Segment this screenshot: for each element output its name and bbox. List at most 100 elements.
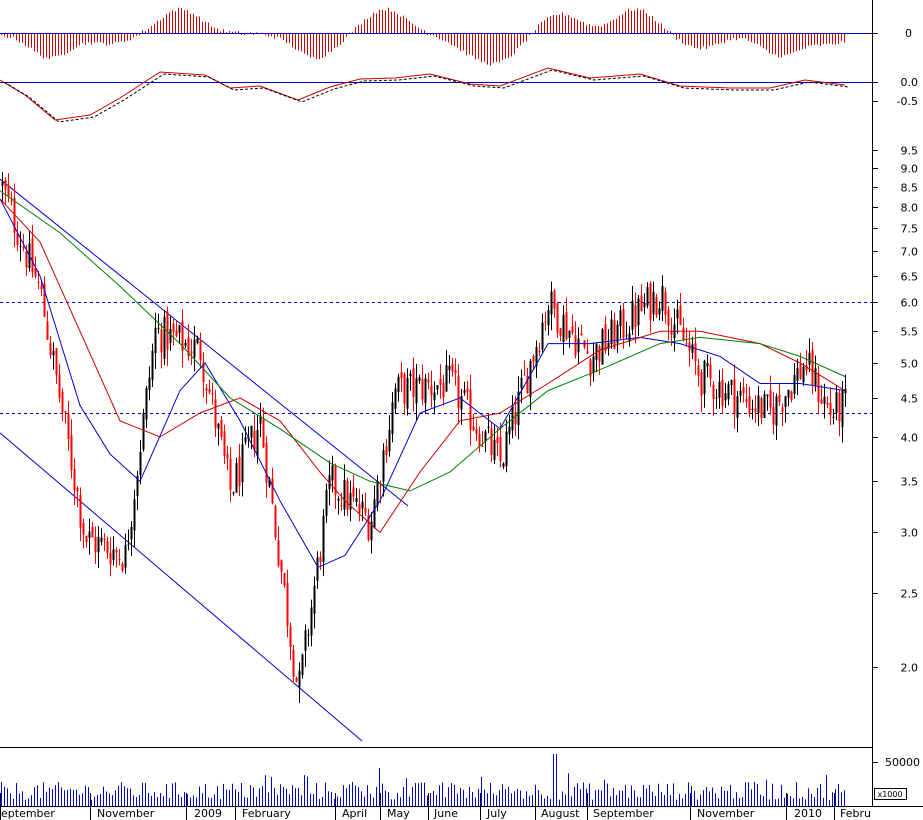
histogram-bar [379,9,380,33]
histogram-bar [283,34,284,40]
volume-bar [175,782,176,806]
candle-body [568,330,571,338]
histogram-bar [775,34,776,55]
volume-bar [253,787,254,806]
candle-body [637,298,640,326]
volume-bar [79,794,80,806]
candle-body [166,311,169,350]
histogram-bar [736,34,737,41]
volume-bar [226,789,227,806]
histogram-bar [196,16,197,33]
candle-body [367,514,370,540]
candle-body [229,458,232,490]
candle-body [526,375,529,394]
volume-bar [277,794,278,806]
candle-body [448,365,451,371]
candle-body [541,322,544,350]
candle-body [553,290,556,309]
candle-body [730,380,733,385]
histogram-bar [538,24,539,33]
candle-body [559,328,562,336]
volume-bar [514,791,515,806]
candle-body [220,419,223,438]
candle-body [130,527,133,540]
volume-bar [592,799,593,806]
volume-bar [385,790,386,806]
candle-body [727,384,730,400]
volume-bar [778,798,779,806]
candle-body [670,332,673,335]
volume-tick-label: 50000 [885,756,920,769]
histogram-bar [757,34,758,45]
candle-body [520,378,523,389]
volume-bar [586,788,587,806]
candle-body [529,360,532,397]
histogram-bar [793,34,794,53]
histogram-bar [541,22,542,33]
histogram-bar [394,11,395,33]
volume-bar [595,790,596,806]
histogram-bar [595,25,596,33]
volume-bar [145,782,146,806]
candle-body [37,282,40,284]
histogram-bar [466,34,467,56]
volume-bar [766,779,767,806]
histogram-bar [514,34,515,54]
volume-bar [616,795,617,806]
candle-body [586,351,589,354]
candle-body [478,433,481,447]
volume-bar [70,788,71,806]
histogram-bar [559,14,560,33]
volume-bar [364,796,365,806]
candle-body [199,340,202,361]
histogram-bar [439,34,440,40]
candle-body [187,337,190,357]
candle-body [403,373,406,404]
volume-bar [454,784,455,806]
candle-body [277,540,280,566]
volume-bar [412,786,413,806]
histogram-bar [445,34,446,42]
volume-bar [397,792,398,806]
volume-bar [751,789,752,806]
histogram-bar [79,34,80,46]
histogram-bar [16,34,17,41]
histogram-bar [142,30,143,33]
volume-bar [553,754,554,806]
volume-bar [631,785,632,806]
histogram-bar [418,27,419,33]
histogram-bar [412,23,413,33]
histogram-bar [709,34,710,46]
candle-body [190,351,193,354]
histogram-bar [358,24,359,33]
volume-bar [550,798,551,806]
histogram-bar [253,34,254,35]
volume-bar [109,793,110,806]
histogram-bar [154,23,155,33]
histogram-bar [568,15,569,33]
histogram-bar [310,34,311,58]
candle-body [625,335,628,337]
candle-body [265,442,268,484]
volume-bar [220,799,221,806]
volume-multiplier: x1000 [877,790,902,799]
volume-bar [523,798,524,806]
volume-bar [403,786,404,806]
volume-bar [415,783,416,806]
volume-bar [589,783,590,806]
volume-bar [199,786,200,806]
volume-bar [427,795,428,806]
histogram-bar [82,34,83,44]
candle-body [742,387,745,394]
volume-bar [700,794,701,806]
candle-body [400,372,403,379]
candle-body [760,398,763,419]
volume-bar [478,788,479,806]
candle-body [598,346,601,362]
candle-body [358,504,361,513]
candle-body [235,463,238,493]
volume-bar [349,784,350,806]
histogram-bar [700,34,701,50]
histogram-bar [652,15,653,33]
candle-body [703,360,706,394]
